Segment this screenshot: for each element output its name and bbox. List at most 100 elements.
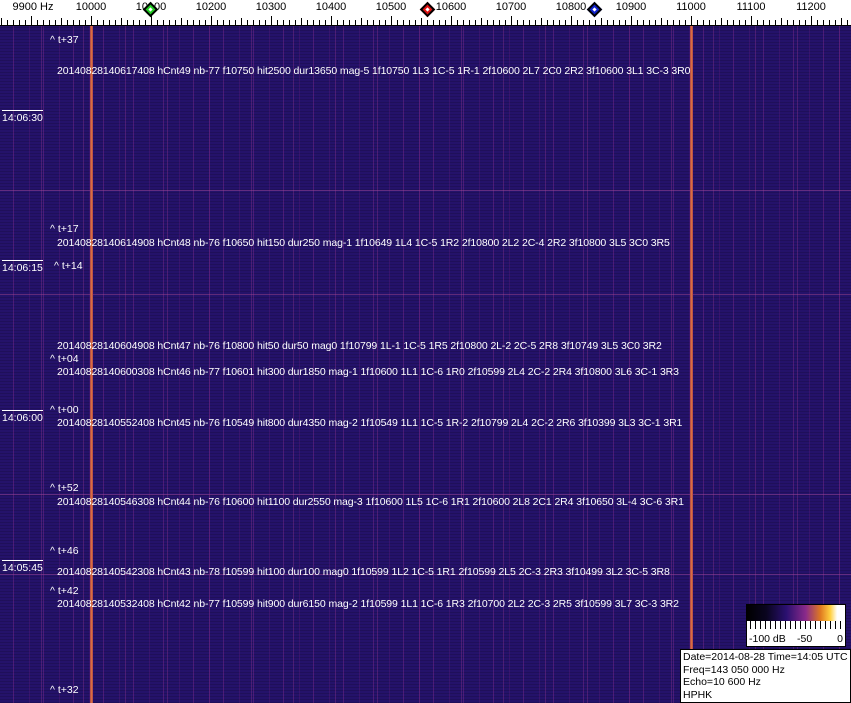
axis-tick (289, 20, 290, 25)
offset-label: ^ t+37 (50, 34, 79, 46)
axis-tick (637, 20, 638, 25)
axis-tick (643, 20, 644, 25)
axis-tick (343, 20, 344, 25)
axis-tick (331, 16, 332, 25)
axis-tick (295, 20, 296, 25)
offset-label: ^ t+52 (50, 482, 79, 494)
axis-tick (25, 20, 26, 25)
axis-tick (415, 20, 416, 25)
axis-tick (241, 18, 242, 25)
axis-tick (793, 20, 794, 25)
blue-marker[interactable] (586, 1, 603, 18)
color-gradient (747, 605, 845, 621)
axis-tick (673, 20, 674, 25)
axis-tick (385, 20, 386, 25)
axis-tick (163, 20, 164, 25)
time-label: 14:06:00 (2, 410, 43, 424)
axis-tick (181, 18, 182, 25)
axis-tick (103, 20, 104, 25)
axis-tick (691, 16, 692, 25)
offset-label: ^ t+00 (50, 404, 79, 416)
axis-tick (799, 20, 800, 25)
axis-tick (37, 20, 38, 25)
axis-tick (301, 18, 302, 25)
axis-tick (325, 20, 326, 25)
axis-tick-label: 9900 Hz (12, 1, 54, 13)
axis-tick-label: 11000 (676, 1, 706, 13)
detection-row: 20140828140600308 hCnt46 nb-77 f10601 hi… (57, 366, 679, 378)
axis-tick (313, 20, 314, 25)
axis-tick (583, 20, 584, 25)
axis-tick (235, 20, 236, 25)
axis-tick (751, 16, 752, 25)
axis-tick (115, 20, 116, 25)
axis-tick (127, 20, 128, 25)
axis-tick (769, 20, 770, 25)
axis-tick (391, 16, 392, 25)
horizontal-streak (0, 494, 851, 495)
axis-tick (307, 20, 308, 25)
scale-label-mid: -50 (797, 633, 813, 645)
axis-tick-label: 10000 (75, 1, 107, 13)
axis-tick (265, 20, 266, 25)
frequency-axis: 9900 Hz100001010010200103001040010500106… (0, 0, 851, 26)
axis-tick-label: 10900 (615, 1, 647, 13)
axis-tick-label: 10700 (495, 1, 527, 13)
waterfall-spectrogram: 14:06:30 14:06:15 14:06:00 14:05:45 ^ t+… (0, 26, 851, 703)
axis-tick (19, 20, 20, 25)
scale-ticks (750, 621, 842, 629)
axis-tick (433, 20, 434, 25)
axis-tick (607, 20, 608, 25)
offset-label: ^ t+42 (50, 585, 79, 597)
signal-line-11000 (690, 26, 693, 703)
axis-tick (217, 20, 218, 25)
red-marker[interactable] (419, 1, 436, 18)
axis-tick (379, 20, 380, 25)
time-label: 14:06:15 (2, 260, 43, 274)
axis-tick-label: 10400 (315, 1, 347, 13)
axis-tick (73, 20, 74, 25)
axis-tick-label: 10800 (555, 1, 587, 13)
axis-tick (463, 20, 464, 25)
axis-tick (133, 20, 134, 25)
axis-tick (493, 20, 494, 25)
offset-label: ^ t+46 (50, 545, 79, 557)
axis-tick (565, 20, 566, 25)
axis-tick (409, 20, 410, 25)
axis-tick (457, 20, 458, 25)
axis-tick (679, 20, 680, 25)
axis-tick (319, 20, 320, 25)
info-box: Date=2014-08-28 Time=14:05 UTC Freq=143 … (680, 649, 851, 703)
axis-tick (535, 20, 536, 25)
axis-tick (529, 20, 530, 25)
axis-tick (631, 16, 632, 25)
axis-tick (139, 20, 140, 25)
horizontal-streak (0, 574, 851, 575)
axis-tick (97, 20, 98, 25)
axis-tick (421, 18, 422, 25)
axis-tick (505, 20, 506, 25)
axis-tick (571, 16, 572, 25)
horizontal-streak (0, 294, 851, 295)
axis-tick (367, 20, 368, 25)
axis-tick (733, 20, 734, 25)
axis-tick (439, 20, 440, 25)
axis-tick (43, 20, 44, 25)
axis-tick-label: 11100 (736, 1, 766, 13)
axis-tick (13, 20, 14, 25)
axis-tick (481, 18, 482, 25)
axis-tick (541, 18, 542, 25)
axis-tick (247, 20, 248, 25)
axis-tick (811, 16, 812, 25)
date-time: Date=2014-08-28 Time=14:05 UTC (683, 651, 848, 663)
axis-tick (835, 20, 836, 25)
color-scale-legend: -100 dB -50 0 (746, 604, 846, 647)
axis-tick (601, 18, 602, 25)
axis-tick (349, 20, 350, 25)
axis-tick (277, 20, 278, 25)
axis-tick (31, 16, 32, 25)
axis-tick (511, 16, 512, 25)
axis-tick (841, 18, 842, 25)
axis-tick (187, 20, 188, 25)
offset-label: ^ t+14 (54, 260, 83, 272)
